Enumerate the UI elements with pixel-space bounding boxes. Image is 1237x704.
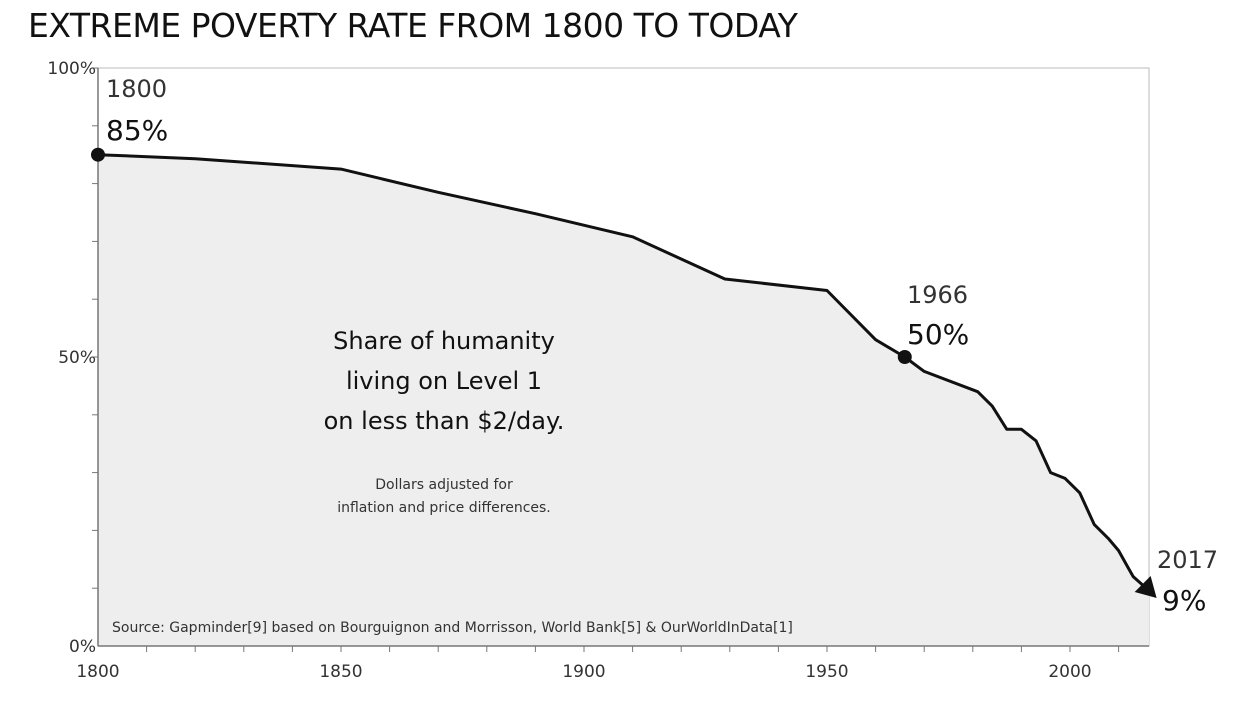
body-text-line-2: living on Level 1 bbox=[346, 367, 542, 395]
year-label-1800: 1800 bbox=[106, 75, 167, 103]
x-tick-label: 2000 bbox=[1048, 662, 1091, 682]
year-label-1966: 1966 bbox=[907, 281, 968, 309]
note-text-line-1: Dollars adjusted for bbox=[375, 477, 513, 493]
value-label-1800: 85% bbox=[106, 114, 168, 147]
point-1800 bbox=[91, 147, 105, 162]
poverty-area bbox=[98, 154, 1153, 646]
value-label-1966: 50% bbox=[907, 318, 969, 351]
x-tick-label: 1950 bbox=[805, 662, 848, 682]
value-label-2017: 9% bbox=[1162, 584, 1206, 617]
annotation-marks: 1800 85% 1966 50% 2017 9% bbox=[91, 75, 1218, 617]
x-tick-label: 1800 bbox=[76, 662, 119, 682]
year-label-2017: 2017 bbox=[1157, 546, 1218, 574]
x-tick-label: 1900 bbox=[562, 662, 605, 682]
body-text-line-1: Share of humanity bbox=[333, 327, 555, 355]
chart-title: EXTREME POVERTY RATE FROM 1800 TO TODAY bbox=[28, 6, 798, 45]
x-tick-label: 1850 bbox=[319, 662, 362, 682]
body-text-line-3: on less than $2/day. bbox=[324, 407, 565, 435]
note-text-line-2: inflation and price differences. bbox=[337, 500, 551, 516]
source-text: Source: Gapminder[9] based on Bourguigno… bbox=[112, 620, 793, 636]
y-tick-label: 50% bbox=[58, 348, 96, 368]
arrowhead-2017 bbox=[1134, 575, 1157, 598]
tick-labels: 1800 1850 1900 1950 2000 0% 50% 100% bbox=[47, 59, 1091, 682]
poverty-line bbox=[97, 153, 1146, 588]
tick-marks bbox=[92, 67, 1120, 652]
y-tick-label: 100% bbox=[47, 59, 96, 79]
y-tick-label: 0% bbox=[69, 637, 96, 657]
point-1966 bbox=[897, 350, 912, 364]
